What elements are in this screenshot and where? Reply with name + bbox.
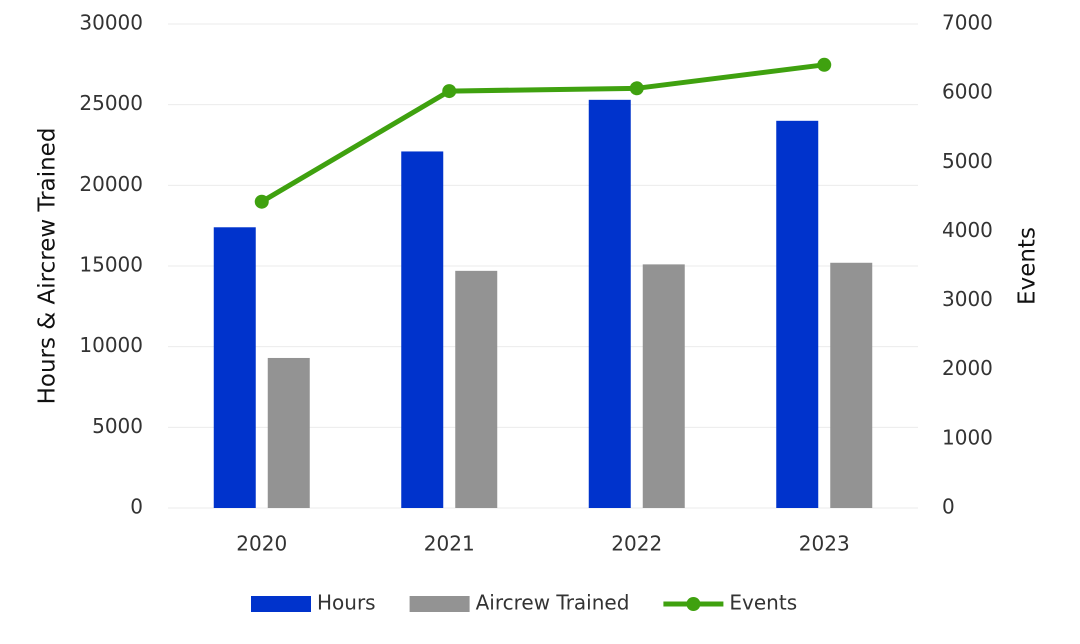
bar (642, 264, 685, 508)
y2-tick-label: 5000 (942, 149, 993, 173)
y2-tick-label: 7000 (942, 11, 993, 35)
y-tick-label: 0 (130, 495, 143, 519)
line (260, 62, 825, 204)
y2-tick-label: 0 (942, 495, 955, 519)
x-tick-label: 2023 (799, 532, 850, 556)
y-tick-label: 25000 (79, 91, 143, 115)
legend-label: Hours (317, 591, 376, 615)
legend-swatch (409, 596, 470, 612)
line-marker (254, 194, 269, 209)
legend-label: Events (729, 591, 797, 615)
y2-tick-label: 4000 (942, 218, 993, 242)
y-tick-label: 30000 (79, 11, 143, 35)
line-marker (817, 57, 832, 72)
legend-label: Aircrew Trained (476, 591, 630, 615)
bar (588, 99, 631, 509)
bar (267, 357, 310, 508)
legend-swatch (251, 596, 311, 612)
y2-tick-label: 2000 (942, 356, 993, 380)
bar (213, 227, 256, 508)
y-tick-label: 15000 (79, 253, 143, 277)
y2-tick-label: 1000 (942, 425, 993, 449)
y2-tick-label: 3000 (942, 287, 993, 311)
y-tick-label: 5000 (92, 414, 143, 438)
y2-tick-label: 6000 (942, 80, 993, 104)
x-tick-label: 2021 (424, 532, 475, 556)
x-tick-label: 2022 (611, 532, 662, 556)
legend-swatch-marker (686, 597, 701, 611)
bar (455, 270, 498, 508)
y-tick-label: 10000 (79, 333, 143, 357)
bar (776, 120, 819, 509)
x-tick-label: 2020 (236, 532, 287, 556)
line-marker (442, 84, 457, 99)
y-axis-title: Hours & Aircrew Trained (35, 128, 61, 405)
y-tick-label: 20000 (79, 172, 143, 196)
y2-axis-title: Events (1015, 227, 1041, 305)
line-marker (629, 81, 644, 96)
bar (830, 262, 873, 508)
bar (401, 151, 444, 508)
